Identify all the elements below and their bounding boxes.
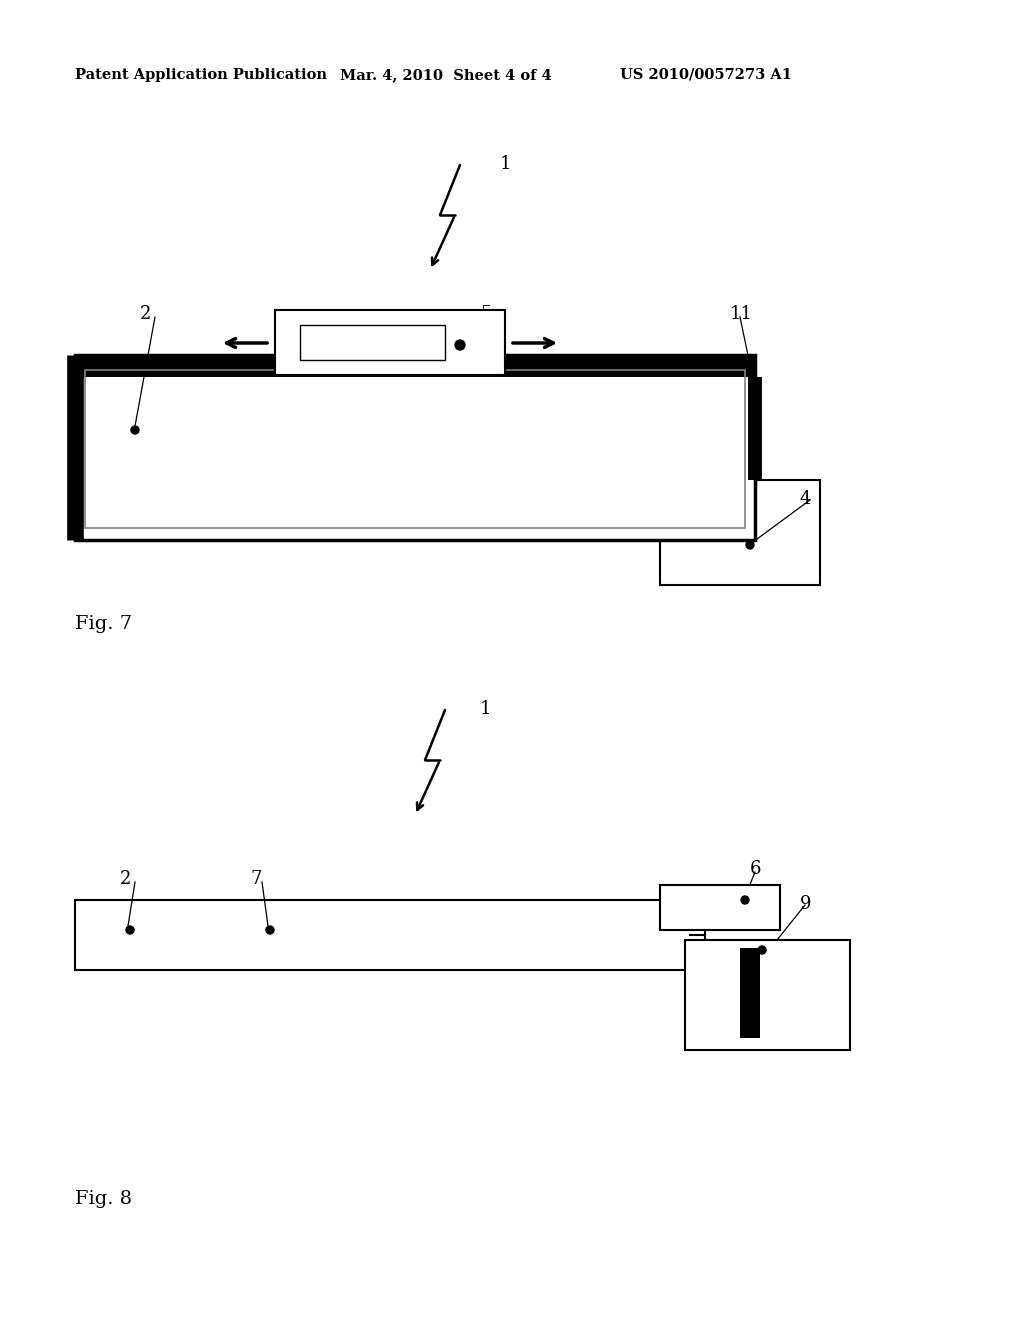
Circle shape: [126, 927, 134, 935]
Bar: [75, 355, 755, 378]
Bar: [75, 900, 705, 970]
Text: 11: 11: [730, 305, 753, 323]
Bar: [85, 370, 745, 528]
Circle shape: [131, 426, 139, 434]
Circle shape: [746, 541, 754, 549]
Text: 1: 1: [500, 154, 512, 173]
Circle shape: [741, 896, 749, 904]
Circle shape: [758, 946, 766, 954]
Bar: [660, 884, 780, 931]
Text: 1: 1: [480, 700, 492, 718]
Bar: [685, 940, 850, 1049]
Text: 6: 6: [750, 861, 762, 878]
Circle shape: [455, 341, 465, 350]
Text: Fig. 7: Fig. 7: [75, 615, 132, 634]
Bar: [75, 355, 755, 540]
Text: Mar. 4, 2010  Sheet 4 of 4: Mar. 4, 2010 Sheet 4 of 4: [340, 69, 552, 82]
Bar: [300, 325, 445, 360]
Circle shape: [746, 997, 754, 1005]
Text: 2: 2: [120, 870, 131, 888]
Text: Patent Application Publication: Patent Application Publication: [75, 69, 327, 82]
Bar: [453, 355, 469, 375]
Text: 2: 2: [140, 305, 152, 323]
Text: 4: 4: [760, 1010, 771, 1028]
Circle shape: [266, 927, 274, 935]
Bar: [660, 480, 820, 585]
Bar: [275, 310, 505, 375]
Text: US 2010/0057273 A1: US 2010/0057273 A1: [620, 69, 792, 82]
Text: 7: 7: [250, 870, 261, 888]
Bar: [740, 948, 760, 1038]
Text: 4: 4: [800, 490, 811, 508]
Text: 9: 9: [800, 895, 811, 913]
Text: 5: 5: [480, 305, 492, 323]
Text: Fig. 8: Fig. 8: [75, 1191, 132, 1208]
